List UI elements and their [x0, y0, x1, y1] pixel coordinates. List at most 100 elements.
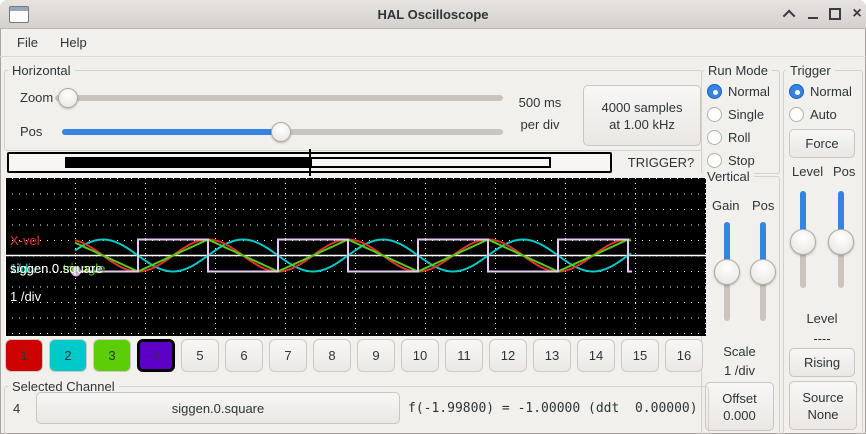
gain-slider-handle[interactable]	[714, 259, 740, 285]
channel-button-7[interactable]: 7	[269, 339, 307, 372]
channel-button-2[interactable]: 2	[49, 339, 87, 372]
run-mode-option-label: Roll	[728, 130, 751, 145]
gain-column-label: Gain	[712, 198, 740, 213]
samples-line1: 4000 samples	[601, 99, 683, 115]
vertical-frame-label: Vertical	[703, 169, 754, 184]
vertical-pos-slider-handle[interactable]	[750, 259, 776, 285]
trigger-status-label: TRIGGER?	[627, 155, 695, 170]
gain-slider-fill	[724, 222, 730, 272]
trigger-pos-column-label: Pos	[833, 164, 856, 179]
zoom-slider-label: Zoom	[20, 90, 54, 105]
channel-button-9[interactable]: 9	[357, 339, 395, 372]
channel-buttons: 1 2 3 4 5 6 7 8 9 10 11 12 13 14 15 16	[0, 339, 866, 372]
offset-button[interactable]: Offset 0.000	[705, 382, 774, 431]
channel-button-14[interactable]: 14	[577, 339, 615, 372]
trigger-options: Normal Auto	[789, 84, 852, 130]
run-mode-option-label: Single	[728, 107, 765, 122]
trigger-level-slider-handle[interactable]	[790, 229, 816, 255]
scale-label: Scale	[723, 344, 756, 359]
channel-button-6[interactable]: 6	[225, 339, 263, 372]
menu-item-file[interactable]: File	[17, 34, 38, 50]
trigger-source-button[interactable]: Source None	[789, 381, 857, 430]
trigger-level-slider-fill	[800, 191, 806, 239]
channel-button-3[interactable]: 3	[93, 339, 131, 372]
radio-icon	[789, 84, 804, 99]
channel-button-5[interactable]: 5	[181, 339, 219, 372]
trigger-source-line1: Source	[802, 389, 844, 405]
radio-icon	[707, 130, 722, 145]
scope-ch3-label: siggen.0.triangle	[10, 261, 106, 276]
close-icon[interactable]: ×	[852, 5, 862, 22]
trigger-position-marker	[309, 149, 311, 176]
run-mode-option-normal[interactable]: Normal	[707, 84, 770, 99]
window-title: HAL Oscilloscope	[377, 6, 489, 22]
offset-label: Offset	[722, 390, 757, 406]
trigger-pos-slider-handle[interactable]	[828, 229, 854, 255]
selected-channel-number: 4	[13, 401, 21, 416]
channel-button-12[interactable]: 12	[489, 339, 527, 372]
trigger-source-line2: None	[807, 406, 839, 422]
run-mode-option-single[interactable]: Single	[707, 107, 770, 122]
scope-waveform-canvas	[5, 178, 706, 336]
record-filled-segment	[65, 157, 310, 168]
zoom-slider-handle[interactable]	[58, 88, 78, 108]
title-bar: HAL Oscilloscope ×	[0, 0, 866, 29]
channel-button-4[interactable]: 4	[137, 339, 175, 372]
trigger-edge-button[interactable]: Rising	[789, 348, 855, 377]
channel-button-11[interactable]: 11	[445, 339, 483, 372]
time-per-div-value: 500 ms	[518, 95, 562, 110]
record-hollow-segment	[310, 157, 551, 168]
selected-channel-frame-label: Selected Channel	[8, 379, 119, 394]
channel-button-16[interactable]: 16	[665, 339, 703, 372]
zoom-slider-track[interactable]	[55, 95, 503, 101]
radio-icon	[707, 107, 722, 122]
trigger-level-column-label: Level	[792, 164, 824, 179]
offset-value: 0.000	[723, 407, 756, 423]
scope-display: X-vel 1/div siggen.0.triangle siggen.0.s…	[5, 178, 706, 336]
trigger-frame-label: Trigger	[786, 63, 835, 78]
horizontal-frame-label: Horizontal	[8, 63, 75, 78]
radio-icon	[707, 84, 722, 99]
shade-icon[interactable]	[781, 6, 799, 22]
minimize-icon[interactable]	[804, 6, 822, 22]
channel-button-1[interactable]: 1	[5, 339, 43, 372]
pos-slider-label: Pos	[20, 124, 43, 139]
channel-button-8[interactable]: 8	[313, 339, 351, 372]
run-mode-option-label: Stop	[728, 153, 755, 168]
time-per-div-unit: per div	[520, 117, 560, 132]
selected-channel-marker-dot	[71, 266, 81, 277]
trigger-option-normal[interactable]: Normal	[789, 84, 852, 99]
samples-line2: at 1.00 kHz	[609, 116, 675, 132]
scope-ch4-label: siggen.0.square	[10, 261, 103, 276]
channel-value-readout: f(-1.99800) = -1.00000 (ddt 0.00000)	[408, 401, 698, 416]
menu-item-help[interactable]: Help	[59, 34, 87, 50]
vertical-pos-column-label: Pos	[752, 198, 775, 213]
trigger-pos-slider-fill	[838, 191, 844, 239]
force-button[interactable]: Force	[789, 129, 855, 158]
run-mode-options: Normal Single Roll Stop	[707, 84, 770, 176]
radio-icon	[707, 153, 722, 168]
pos-slider-fill	[62, 129, 281, 135]
menu-bar: File Help	[0, 28, 866, 57]
samples-button[interactable]: 4000 samples at 1.00 kHz	[583, 85, 701, 146]
trigger-level-label: Level	[806, 311, 838, 326]
vertical-pos-slider-fill	[760, 222, 766, 272]
maximize-icon[interactable]	[826, 6, 844, 22]
pos-slider-handle[interactable]	[271, 122, 291, 142]
trigger-level-value: ----	[813, 331, 831, 346]
channel-button-10[interactable]: 10	[401, 339, 439, 372]
trigger-option-label: Normal	[810, 84, 852, 99]
channel-button-15[interactable]: 15	[621, 339, 659, 372]
radio-icon	[789, 107, 804, 122]
selected-channel-frame	[4, 386, 709, 434]
window-icon[interactable]	[9, 6, 29, 23]
run-mode-frame-label: Run Mode	[704, 63, 772, 78]
channel-button-13[interactable]: 13	[533, 339, 571, 372]
scope-ch2-scale-label: 1/div	[10, 261, 38, 276]
trigger-option-auto[interactable]: Auto	[789, 107, 852, 122]
channel-source-button[interactable]: siggen.0.square	[36, 392, 400, 424]
scale-value: 1 /div	[723, 363, 756, 378]
run-mode-option-roll[interactable]: Roll	[707, 130, 770, 145]
run-mode-option-stop[interactable]: Stop	[707, 153, 770, 168]
